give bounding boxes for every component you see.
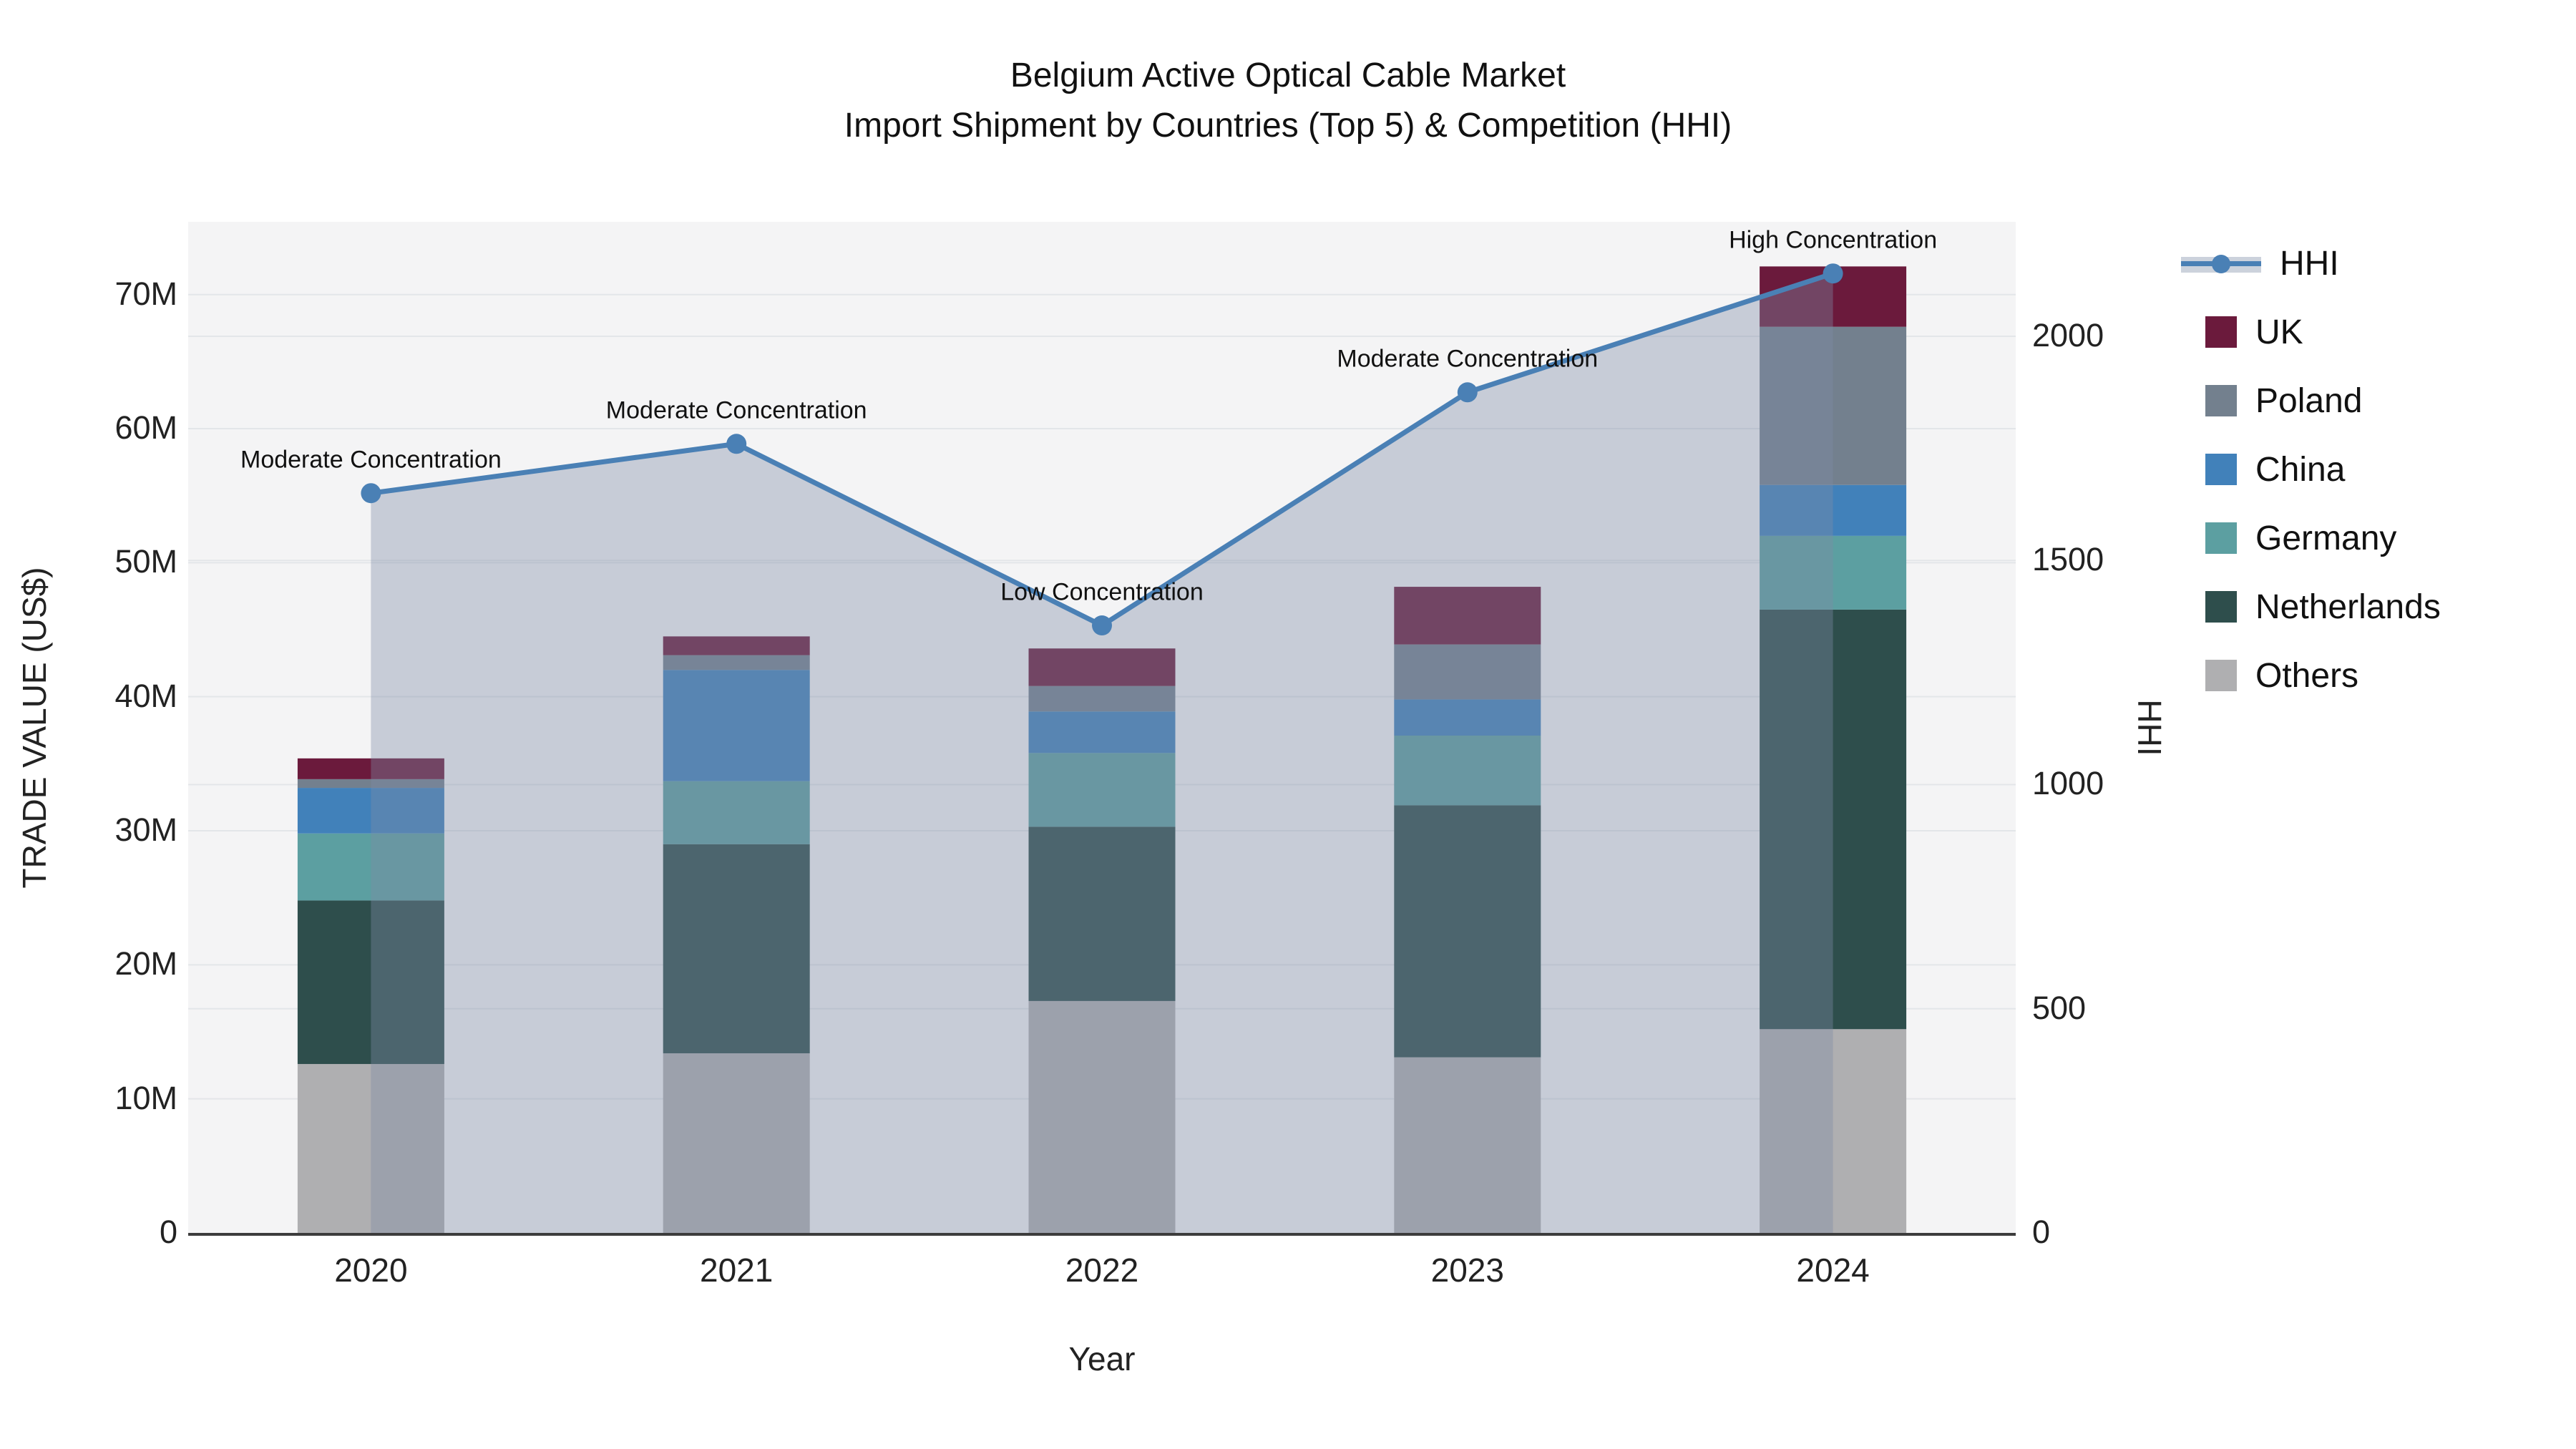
y-left-tick-50M: 50M <box>114 543 177 580</box>
bar-segment-netherlands-2024[interactable] <box>1760 609 1907 1030</box>
legend-label-uk: UK <box>2255 313 2303 351</box>
y-left-tick-30M: 30M <box>114 811 177 848</box>
bar-segment-germany-2021[interactable] <box>663 781 810 844</box>
chart-title-line1: Belgium Active Optical Cable Market <box>1010 57 1566 94</box>
bar-segment-netherlands-2021[interactable] <box>663 844 810 1053</box>
bar-segment-uk-2021[interactable] <box>663 636 810 655</box>
x-tick-2020: 2020 <box>334 1252 408 1289</box>
bar-segment-germany-2020[interactable] <box>297 833 444 901</box>
bar-segment-china-2024[interactable] <box>1760 484 1907 536</box>
y-left-tick-60M: 60M <box>114 409 177 447</box>
y-right-tick-1500: 1500 <box>2032 541 2104 578</box>
bar-segment-netherlands-2022[interactable] <box>1028 826 1176 1001</box>
y-right-tick-500: 500 <box>2032 989 2087 1026</box>
legend-label-hhi: HHI <box>2280 244 2339 283</box>
bar-segment-others-2024[interactable] <box>1760 1029 1907 1233</box>
bar-segment-poland-2021[interactable] <box>663 655 810 670</box>
legend-item-hhi[interactable]: HHI <box>2181 229 2441 298</box>
hhi-point-2022[interactable] <box>1092 615 1112 636</box>
bar-segment-poland-2024[interactable] <box>1760 326 1907 485</box>
legend: HHI UK Poland China Germany Netherlands Others <box>2181 229 2441 710</box>
bar-segment-china-2020[interactable] <box>297 788 444 834</box>
bar-segment-china-2022[interactable] <box>1028 711 1176 753</box>
x-tick-2022: 2022 <box>1065 1252 1139 1289</box>
bar-segment-netherlands-2020[interactable] <box>297 900 444 1064</box>
legend-label-others: Others <box>2255 656 2359 695</box>
hhi-point-2024[interactable] <box>1823 263 1843 284</box>
y-right-tick-2000: 2000 <box>2032 316 2104 353</box>
bar-segment-china-2021[interactable] <box>663 670 810 781</box>
y-right-axis-title: HHI <box>2131 699 2168 756</box>
hhi-point-2020[interactable] <box>361 483 381 504</box>
bar-segment-netherlands-2023[interactable] <box>1394 805 1541 1058</box>
bar-segment-others-2023[interactable] <box>1394 1057 1541 1233</box>
legend-label-poland: Poland <box>2255 381 2363 420</box>
hhi-point-2023[interactable] <box>1457 382 1478 403</box>
x-axis-title: Year <box>1068 1340 1136 1377</box>
annotation-2024: High Concentration <box>1729 226 1938 254</box>
bar-segment-poland-2020[interactable] <box>297 779 444 789</box>
y-right-tick-1000: 1000 <box>2032 765 2104 802</box>
bar-segment-others-2022[interactable] <box>1028 1000 1176 1233</box>
legend-hhi-line-icon <box>2181 251 2261 275</box>
legend-swatch-poland <box>2205 385 2237 416</box>
legend-item-germany[interactable]: Germany <box>2205 504 2441 572</box>
y-left-tick-20M: 20M <box>114 945 177 982</box>
bar-segment-poland-2023[interactable] <box>1394 644 1541 700</box>
legend-label-germany: Germany <box>2255 519 2397 557</box>
legend-swatch-germany <box>2205 522 2237 554</box>
bar-segment-china-2023[interactable] <box>1394 699 1541 736</box>
hhi-area-fill <box>371 273 1833 1233</box>
annotation-2021: Moderate Concentration <box>605 396 867 424</box>
legend-item-others[interactable]: Others <box>2205 641 2441 710</box>
legend-label-netherlands: Netherlands <box>2255 587 2441 626</box>
x-tick-2024: 2024 <box>1796 1252 1870 1289</box>
bar-segment-others-2021[interactable] <box>663 1053 810 1233</box>
x-tick-2023: 2023 <box>1430 1252 1504 1289</box>
annotation-2022: Low Concentration <box>1000 578 1204 606</box>
chart-title-line2: Import Shipment by Countries (Top 5) & C… <box>844 107 1732 145</box>
legend-item-china[interactable]: China <box>2205 435 2441 504</box>
y-right-tick-0: 0 <box>2032 1214 2051 1250</box>
legend-item-uk[interactable]: UK <box>2205 298 2441 366</box>
y-left-tick-40M: 40M <box>114 677 177 714</box>
bar-segment-germany-2022[interactable] <box>1028 753 1176 827</box>
bar-segment-others-2020[interactable] <box>297 1063 444 1233</box>
hhi-point-2021[interactable] <box>726 434 747 454</box>
bar-segment-uk-2020[interactable] <box>297 758 444 779</box>
y-left-tick-70M: 70M <box>114 275 177 312</box>
legend-label-china: China <box>2255 450 2346 489</box>
bar-segment-germany-2024[interactable] <box>1760 535 1907 610</box>
y-left-tick-10M: 10M <box>114 1079 177 1116</box>
bar-segment-poland-2022[interactable] <box>1028 686 1176 712</box>
annotation-2023: Moderate Concentration <box>1337 345 1599 373</box>
legend-swatch-uk <box>2205 316 2237 348</box>
bar-segment-germany-2023[interactable] <box>1394 736 1541 806</box>
bar-segment-uk-2023[interactable] <box>1394 587 1541 645</box>
legend-swatch-others <box>2205 660 2237 691</box>
annotation-2020: Moderate Concentration <box>240 446 502 474</box>
y-left-tick-0: 0 <box>159 1214 177 1250</box>
legend-swatch-china <box>2205 454 2237 485</box>
legend-item-poland[interactable]: Poland <box>2205 366 2441 435</box>
x-tick-2021: 2021 <box>700 1252 774 1289</box>
legend-swatch-netherlands <box>2205 591 2237 623</box>
bar-segment-uk-2022[interactable] <box>1028 648 1176 686</box>
legend-item-netherlands[interactable]: Netherlands <box>2205 572 2441 641</box>
